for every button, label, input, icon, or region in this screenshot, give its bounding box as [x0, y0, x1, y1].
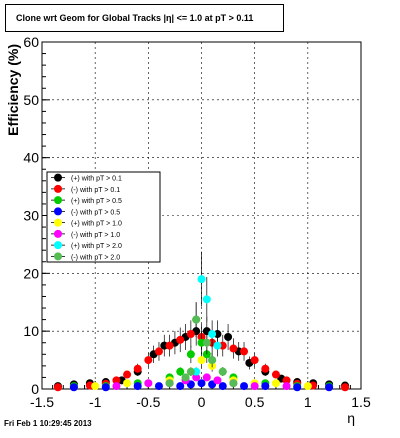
y-axis-label: Efficiency (%) — [5, 44, 21, 136]
y-tick-label: 50 — [23, 92, 39, 108]
data-point — [229, 344, 238, 353]
data-point — [282, 376, 291, 385]
data-point — [186, 367, 195, 376]
data-point — [197, 275, 206, 284]
data-point — [282, 382, 291, 391]
legend-marker — [54, 218, 62, 227]
data-point — [181, 373, 190, 382]
y-tick-label: 0 — [31, 381, 39, 397]
chart-title: Clone wrt Geom for Global Tracks |η| <= … — [16, 13, 254, 23]
data-point — [123, 379, 132, 388]
data-point — [218, 367, 227, 376]
data-point — [101, 383, 110, 392]
chart-title-box: Clone wrt Geom for Global Tracks |η| <= … — [5, 4, 284, 32]
data-point — [53, 383, 62, 392]
y-tick-label: 40 — [23, 150, 39, 166]
x-tick-label: -0.5 — [136, 394, 160, 410]
data-point — [250, 356, 259, 365]
x-tick-label: -1 — [89, 394, 102, 410]
data-point — [271, 379, 280, 388]
data-point — [176, 335, 185, 344]
data-point — [271, 370, 280, 379]
legend-label: (-) with pT > 0.5 — [71, 209, 120, 216]
legend-marker — [54, 184, 62, 193]
legend-marker — [54, 207, 62, 216]
legend-marker — [54, 241, 62, 250]
legend-label: (-) with pT > 1.0 — [71, 232, 120, 239]
data-point — [202, 295, 211, 304]
data-point — [91, 382, 100, 391]
data-point — [240, 382, 249, 391]
timestamp-footer: Fri Feb 1 10:29:45 2013 — [4, 419, 92, 428]
data-point — [229, 379, 238, 388]
data-point — [261, 382, 270, 391]
data-point — [165, 341, 174, 350]
x-tick-label: -1.5 — [30, 394, 54, 410]
x-axis-label: η — [347, 410, 355, 426]
legend-label: (+) with pT > 2.0 — [71, 243, 122, 250]
data-point — [192, 315, 201, 324]
data-point — [165, 379, 174, 388]
data-point — [208, 356, 217, 365]
data-point — [186, 350, 195, 359]
data-point — [176, 367, 185, 376]
legend-label: (-) with pT > 0.1 — [71, 187, 120, 194]
x-tick-label: 1.5 — [351, 394, 371, 410]
data-point — [341, 383, 350, 392]
data-point — [133, 382, 142, 391]
y-tick-label: 30 — [23, 208, 39, 224]
data-point — [213, 341, 222, 350]
x-tick-label: 0 — [198, 394, 206, 410]
data-point — [213, 376, 222, 385]
data-point — [154, 347, 163, 356]
data-point — [112, 376, 121, 385]
data-point — [197, 356, 206, 365]
data-point — [176, 382, 185, 391]
data-point — [325, 383, 334, 392]
data-point — [224, 332, 233, 341]
data-point — [202, 338, 211, 347]
x-tick-label: 1 — [304, 394, 312, 410]
data-point — [133, 364, 142, 373]
data-point — [69, 383, 78, 392]
data-point — [144, 379, 153, 388]
legend-marker — [54, 252, 62, 261]
data-point — [218, 382, 227, 391]
data-point — [197, 379, 206, 388]
data-point — [154, 382, 163, 391]
y-tick-label: 10 — [23, 323, 39, 339]
data-point — [261, 364, 270, 373]
data-point — [202, 373, 211, 382]
data-point — [303, 382, 312, 391]
legend-marker — [54, 229, 62, 238]
y-tick-label: 20 — [23, 265, 39, 281]
data-point — [240, 347, 249, 356]
data-point — [293, 383, 302, 392]
data-point — [186, 330, 195, 339]
legend-label: (-) with pT > 2.0 — [71, 254, 120, 261]
legend-label: (+) with pT > 0.5 — [71, 198, 122, 205]
legend-box — [46, 171, 161, 263]
y-tick-label: 60 — [23, 34, 39, 50]
data-point — [144, 356, 153, 365]
legend-label: (+) with pT > 1.0 — [71, 221, 122, 228]
data-point — [112, 382, 121, 391]
data-point — [192, 373, 201, 382]
x-tick-label: 0.5 — [245, 394, 265, 410]
data-point — [250, 382, 259, 391]
data-point — [208, 330, 217, 339]
legend-marker — [54, 173, 62, 182]
legend-marker — [54, 196, 62, 205]
legend-label: (+) with pT > 0.1 — [71, 176, 122, 183]
data-point — [123, 370, 132, 379]
